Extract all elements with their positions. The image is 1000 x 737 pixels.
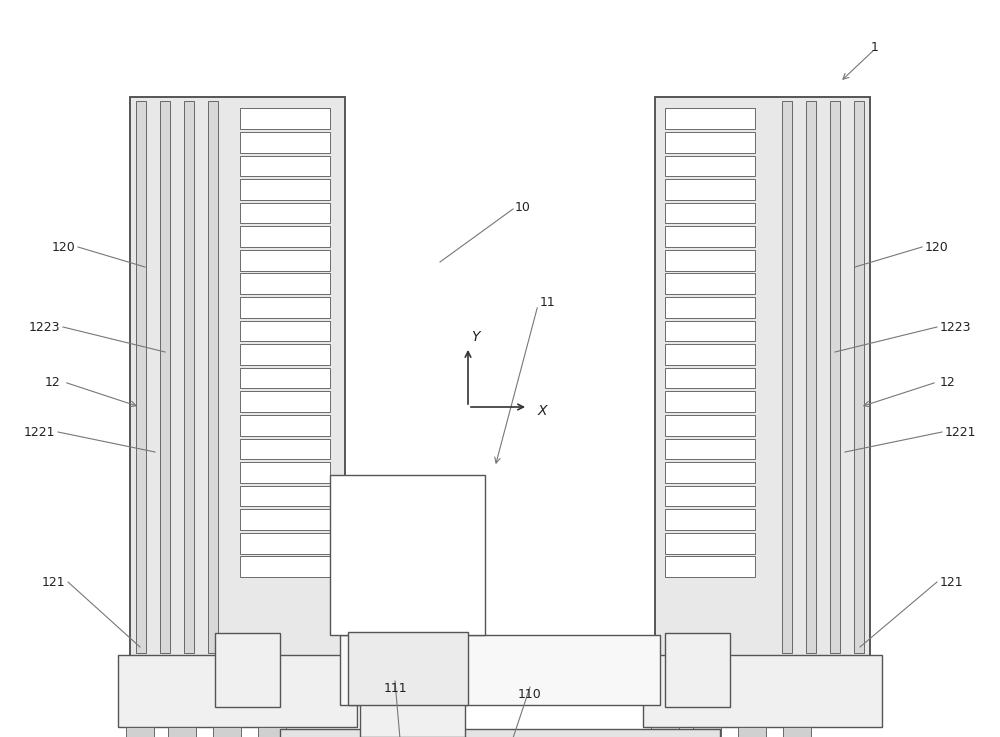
Text: 110: 110 [518,688,542,702]
Bar [240,439,330,459]
Bar [240,556,330,577]
Bar [693,727,721,737]
Bar [738,727,766,737]
Bar [348,632,468,705]
Bar [240,226,330,247]
Bar [665,273,755,294]
Bar [665,391,755,412]
Text: 120: 120 [925,240,949,254]
Bar [665,226,755,247]
Bar [665,509,755,530]
Bar [665,108,755,129]
Bar [168,727,196,737]
Bar [782,101,792,653]
Bar [213,727,241,737]
Bar [240,509,330,530]
Bar [240,156,330,176]
Bar [240,344,330,365]
Text: 111: 111 [383,682,407,696]
Bar [665,556,755,577]
Bar [665,132,755,153]
Bar [240,203,330,223]
Text: 1221: 1221 [945,425,976,439]
Bar [240,179,330,200]
Text: 121: 121 [940,576,964,589]
Bar [643,655,882,727]
Bar [240,462,330,483]
Bar [340,635,660,705]
Text: Y: Y [471,330,479,344]
Bar [280,729,720,737]
Bar [665,439,755,459]
Text: 11: 11 [540,296,556,309]
Text: 12: 12 [940,375,956,388]
Bar [330,475,485,635]
Bar [160,101,170,653]
Bar [240,415,330,436]
Bar [665,297,755,318]
Bar [184,101,194,653]
Bar [240,321,330,341]
Bar [118,655,357,727]
Text: 120: 120 [51,240,75,254]
Text: 1221: 1221 [24,425,55,439]
Bar [854,101,864,653]
Bar [240,368,330,388]
Text: X: X [537,404,547,418]
Bar [240,533,330,553]
Bar [665,156,755,176]
Bar [665,633,730,708]
Bar [655,97,870,657]
Bar [665,344,755,365]
Bar [665,533,755,553]
Bar [240,391,330,412]
Bar [208,101,218,653]
Bar [665,368,755,388]
Bar [136,101,146,653]
Bar [240,250,330,270]
Bar [215,633,280,708]
Bar [130,97,345,657]
Text: 1223: 1223 [940,321,972,334]
Bar [783,727,811,737]
Bar [240,273,330,294]
Bar [665,203,755,223]
Bar [665,250,755,270]
Text: 121: 121 [41,576,65,589]
Text: 1: 1 [871,41,879,54]
Bar [240,108,330,129]
Bar [665,321,755,341]
Bar [126,727,154,737]
Text: 12: 12 [44,375,60,388]
Bar [665,462,755,483]
Bar [665,486,755,506]
Bar [651,727,679,737]
Bar [665,415,755,436]
Bar [240,297,330,318]
Text: 1223: 1223 [28,321,60,334]
Text: 10: 10 [515,200,531,214]
Bar [240,132,330,153]
Bar [806,101,816,653]
Bar [240,486,330,506]
Bar [360,703,465,737]
Bar [665,179,755,200]
Bar [830,101,840,653]
Bar [258,727,286,737]
